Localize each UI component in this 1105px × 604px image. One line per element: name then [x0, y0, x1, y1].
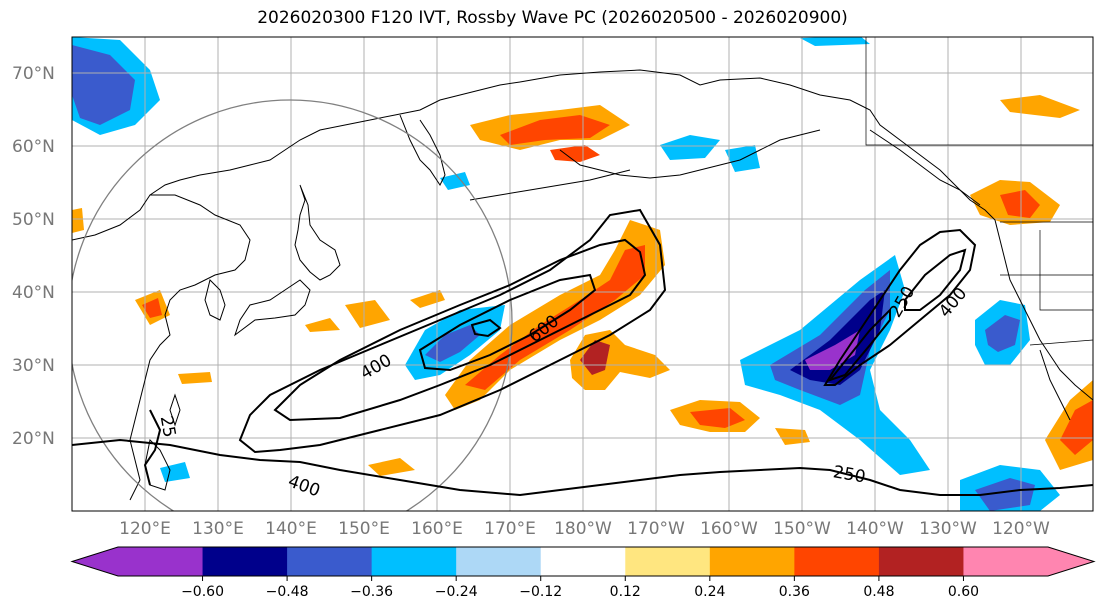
political-borders — [865, 37, 1093, 346]
lon-label-150e: 150°E — [338, 519, 390, 539]
colorbar-tick-label: −0.60 — [181, 584, 224, 600]
coastlines — [72, 69, 1093, 501]
contour-label-250-south: 250 — [832, 462, 867, 487]
map-title: 2026020300 F120 IVT, Rossby Wave PC (202… — [257, 8, 848, 28]
colorbar-segment — [878, 547, 964, 576]
lon-label-130w: 130°W — [919, 519, 977, 539]
lat-label-20n: 20°N — [12, 429, 55, 449]
lat-label-30n: 30°N — [12, 356, 55, 376]
lon-label-160w: 160°W — [700, 519, 758, 539]
lon-label-140e: 140°E — [265, 519, 317, 539]
colorbar: −0.60 −0.48 −0.36 −0.24 −0.12 0.12 0.24 0.36 0.4… — [70, 546, 1096, 600]
lat-label-60n: 60°N — [12, 137, 55, 157]
lon-label-120w: 120°W — [992, 519, 1050, 539]
colorbar-tick-label: −0.12 — [519, 584, 562, 600]
colorbar-segment — [371, 547, 457, 576]
latitude-labels: 70°N 60°N 50°N 40°N 30°N 20°N — [12, 64, 55, 449]
colorbar-tick-label: 0.48 — [863, 584, 894, 600]
lon-label-130e: 130°E — [192, 519, 244, 539]
colorbar-outline — [70, 546, 1096, 577]
longitude-labels: 120°E 130°E 140°E 150°E 160°E 170°E 180°… — [119, 519, 1050, 539]
map-frame — [71, 36, 1094, 512]
colorbar-tick-label: 0.12 — [610, 584, 641, 600]
colorbar-tick-label: −0.36 — [350, 584, 393, 600]
reference-circle — [72, 99, 513, 511]
contour-label-400-west: 400 — [357, 350, 395, 384]
lon-label-120e: 120°E — [119, 519, 171, 539]
map-content: 400 600 250 400 25 400 250 — [72, 37, 1093, 511]
colorbar-tick-label: 0.36 — [779, 584, 810, 600]
lon-label-170e: 170°E — [484, 519, 536, 539]
colorbar-tick-label: 0.24 — [694, 584, 725, 600]
lon-label-170w: 170°W — [627, 519, 685, 539]
colorbar-segment — [709, 547, 795, 576]
lat-label-40n: 40°N — [12, 283, 55, 303]
lon-label-160e: 160°E — [411, 519, 463, 539]
colorbar-segment — [794, 547, 880, 576]
colorbar-segment — [625, 547, 711, 576]
colorbar-tick-label: 0.60 — [948, 584, 979, 600]
colorbar-tick-label: −0.48 — [266, 584, 309, 600]
contour-label-25: 25 — [156, 414, 179, 439]
colorbar-segment — [456, 547, 542, 576]
grid-lines — [72, 37, 1093, 511]
lat-label-50n: 50°N — [12, 210, 55, 230]
colorbar-extend-min — [72, 547, 118, 576]
colorbar-segment — [963, 547, 1049, 576]
contour-label-400-east: 400 — [935, 284, 971, 322]
colorbar-segment — [287, 547, 373, 576]
lon-label-150w: 150°W — [773, 519, 831, 539]
ivt-contours — [72, 208, 1093, 497]
lat-label-70n: 70°N — [12, 64, 55, 84]
colorbar-segment — [118, 547, 204, 576]
colorbar-segment — [540, 547, 626, 576]
lon-label-140w: 140°W — [846, 519, 904, 539]
colorbar-tick-label: −0.24 — [435, 584, 478, 600]
colorbar-segment — [202, 547, 288, 576]
colorbar-extend-max — [1048, 547, 1094, 576]
lon-label-180w: 180°W — [554, 519, 612, 539]
contour-labels: 400 600 250 400 25 400 250 — [156, 283, 972, 501]
